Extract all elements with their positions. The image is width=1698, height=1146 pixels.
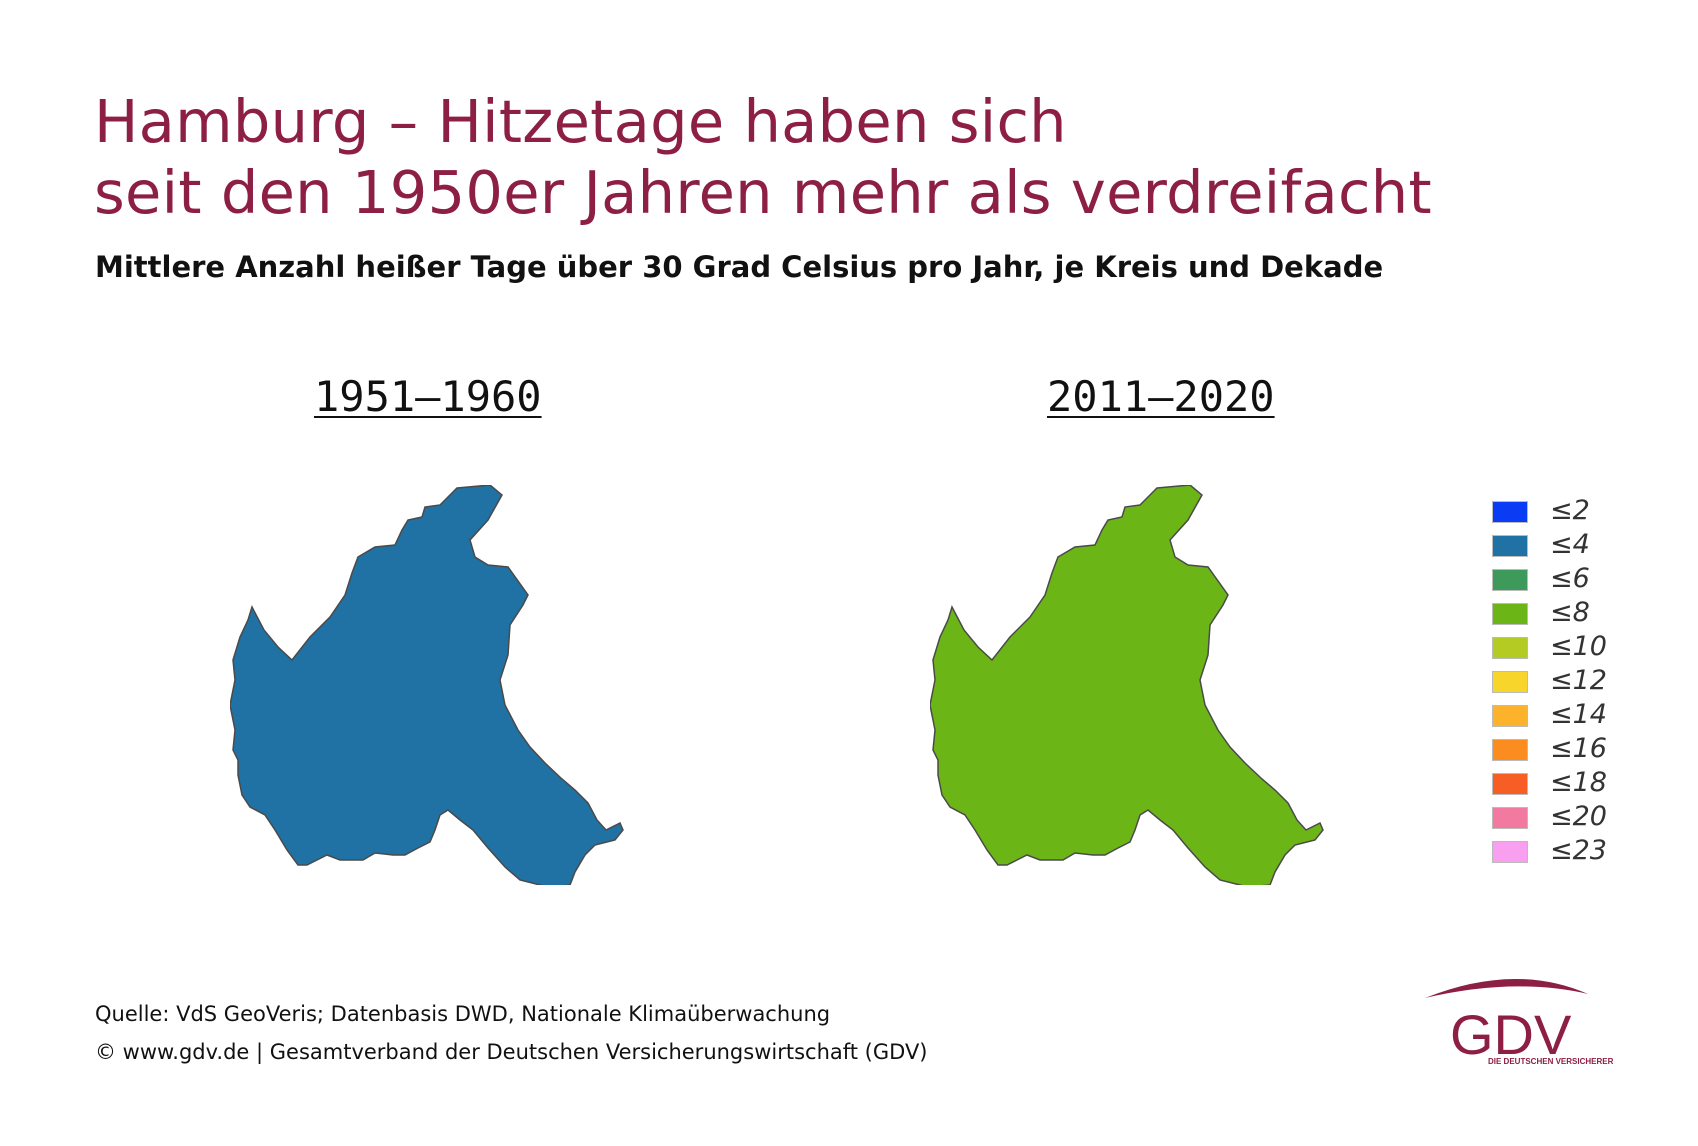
legend-label: ≤20 xyxy=(1550,801,1607,832)
gdv-logo: GDV DIE DEUTSCHEN VERSICHERER xyxy=(1425,978,1614,1066)
hamburg-map-1951-1960 xyxy=(230,485,624,885)
page-subtitle: Mittlere Anzahl heißer Tage über 30 Grad… xyxy=(95,250,1384,284)
legend-label: ≤2 xyxy=(1550,495,1590,526)
legend-swatch xyxy=(1492,671,1528,693)
legend-item: ≤12 xyxy=(1492,665,1652,697)
legend-item: ≤20 xyxy=(1492,801,1652,833)
legend-swatch xyxy=(1492,841,1528,863)
legend-item: ≤6 xyxy=(1492,563,1652,595)
legend-swatch xyxy=(1492,705,1528,727)
legend-item: ≤4 xyxy=(1492,529,1652,561)
legend-item: ≤10 xyxy=(1492,631,1652,663)
copyright-line: © www.gdv.de | Gesamtverband der Deutsch… xyxy=(95,1040,928,1064)
legend-label: ≤12 xyxy=(1550,665,1607,696)
legend-swatch xyxy=(1492,739,1528,761)
legend-label: ≤14 xyxy=(1550,699,1607,730)
legend-item: ≤14 xyxy=(1492,699,1652,731)
legend-swatch xyxy=(1492,501,1528,523)
legend-label: ≤4 xyxy=(1550,529,1590,560)
title-line-1: Hamburg – Hitzetage haben sich xyxy=(94,87,1067,156)
gdv-logo-tagline: DIE DEUTSCHEN VERSICHERER xyxy=(1488,1057,1614,1066)
legend-swatch xyxy=(1492,535,1528,557)
legend-label: ≤10 xyxy=(1550,631,1607,662)
legend-swatch xyxy=(1492,773,1528,795)
legend-label: ≤6 xyxy=(1550,563,1590,594)
source-line: Quelle: VdS GeoVeris; Datenbasis DWD, Na… xyxy=(95,1002,831,1026)
legend-item: ≤2 xyxy=(1492,495,1652,527)
title-line-2: seit den 1950er Jahren mehr als verdreif… xyxy=(94,158,1432,227)
decade-label-1951-1960: 1951–1960 xyxy=(314,372,542,421)
legend-item: ≤16 xyxy=(1492,733,1652,765)
legend-swatch xyxy=(1492,603,1528,625)
legend-label: ≤23 xyxy=(1550,835,1607,866)
legend-swatch xyxy=(1492,807,1528,829)
hamburg-map-2011-2020 xyxy=(930,485,1324,885)
hamburg-region-1951-1960 xyxy=(230,485,624,885)
hamburg-region-2011-2020 xyxy=(930,485,1324,885)
legend-item: ≤8 xyxy=(1492,597,1652,629)
legend-label: ≤18 xyxy=(1550,767,1607,798)
legend-item: ≤23 xyxy=(1492,835,1652,867)
gdv-logo-arc xyxy=(1425,978,1588,998)
legend-item: ≤18 xyxy=(1492,767,1652,799)
source-note: Quelle: VdS GeoVeris; Datenbasis DWD, Na… xyxy=(95,995,928,1071)
legend-label: ≤8 xyxy=(1550,597,1590,628)
page-title: Hamburg – Hitzetage haben sich seit den … xyxy=(94,86,1594,228)
legend-swatch xyxy=(1492,637,1528,659)
legend-label: ≤16 xyxy=(1550,733,1607,764)
gdv-logo-text: GDV xyxy=(1450,1003,1572,1066)
decade-label-2011-2020: 2011–2020 xyxy=(1047,372,1275,421)
legend-swatch xyxy=(1492,569,1528,591)
